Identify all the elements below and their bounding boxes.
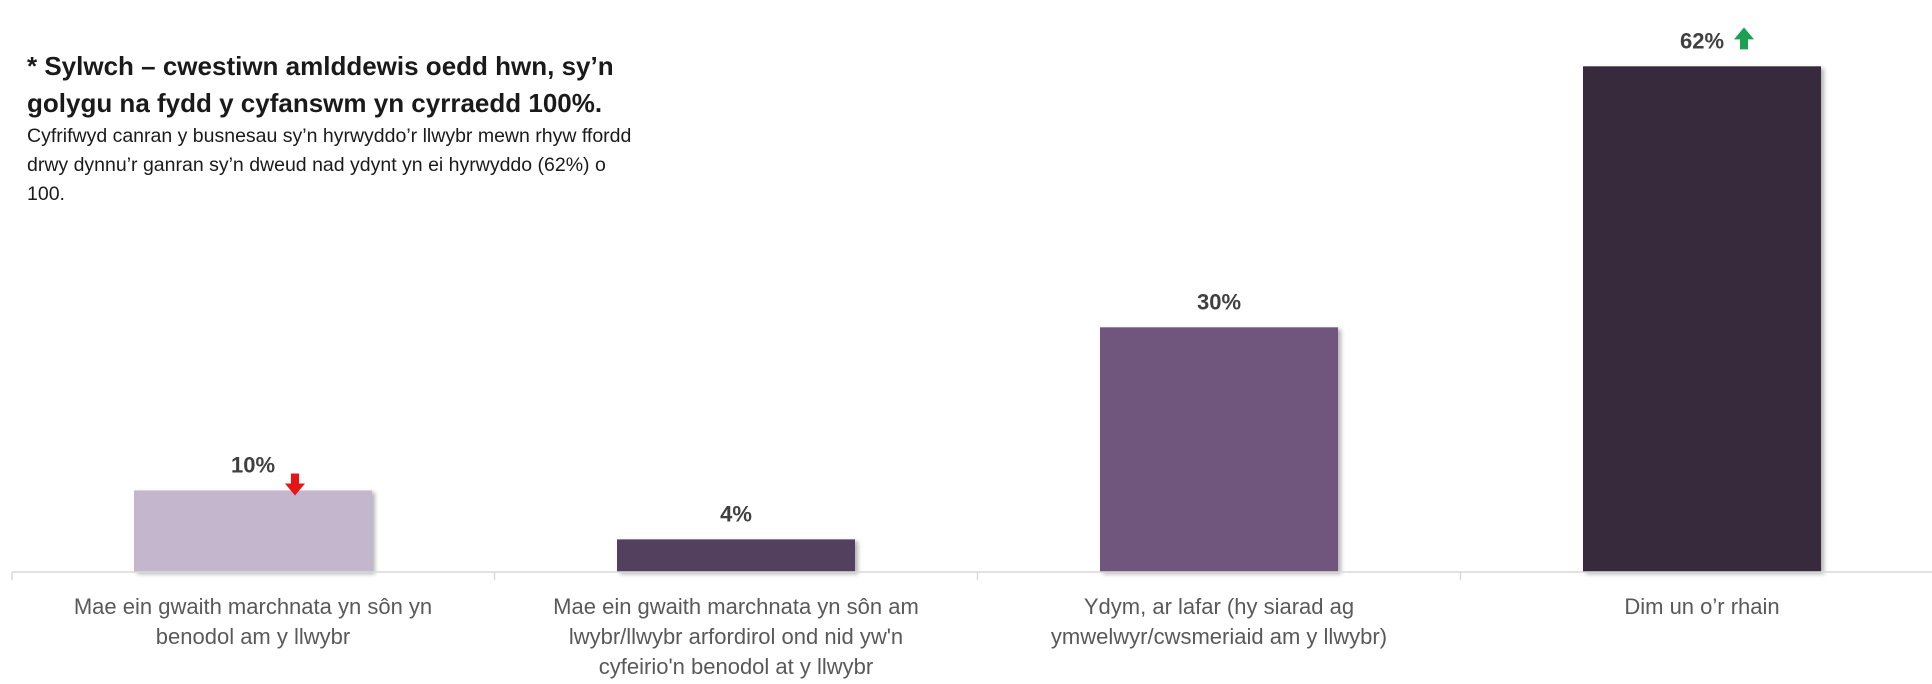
bars-layer (134, 66, 1821, 572)
category-label: Dim un o’r rhain (1624, 594, 1780, 619)
note-title: * Sylwch – cwestiwn amlddewis oedd hwn, … (27, 51, 614, 118)
data-label: 30% (1197, 289, 1241, 314)
chart-note: * Sylwch – cwestiwn amlddewis oedd hwn, … (27, 48, 647, 209)
indicators-layer (285, 27, 1754, 496)
category-label: Mae ein gwaith marchnata yn sôn am lwybr… (553, 594, 919, 679)
bar (1100, 327, 1338, 572)
data-label: 10% (231, 452, 275, 477)
arrow-up-icon (1734, 27, 1754, 50)
bar (1583, 66, 1821, 572)
x-axis (11, 571, 1932, 580)
bar (617, 539, 855, 572)
category-label: Mae ein gwaith marchnata yn sôn yn benod… (73, 594, 433, 649)
arrow-down-icon (285, 473, 305, 496)
data-label: 4% (720, 501, 752, 526)
category-label: Ydym, ar lafar (hy siarad ag ymwelwyr/cw… (1050, 594, 1388, 649)
note-body: Cyfrifwyd canran y busnesau sy’n hyrwydd… (27, 125, 632, 205)
data-label: 62% (1680, 28, 1724, 53)
data-labels-layer: 10% 4% 30% 62% (231, 28, 1724, 526)
bar (134, 490, 372, 572)
